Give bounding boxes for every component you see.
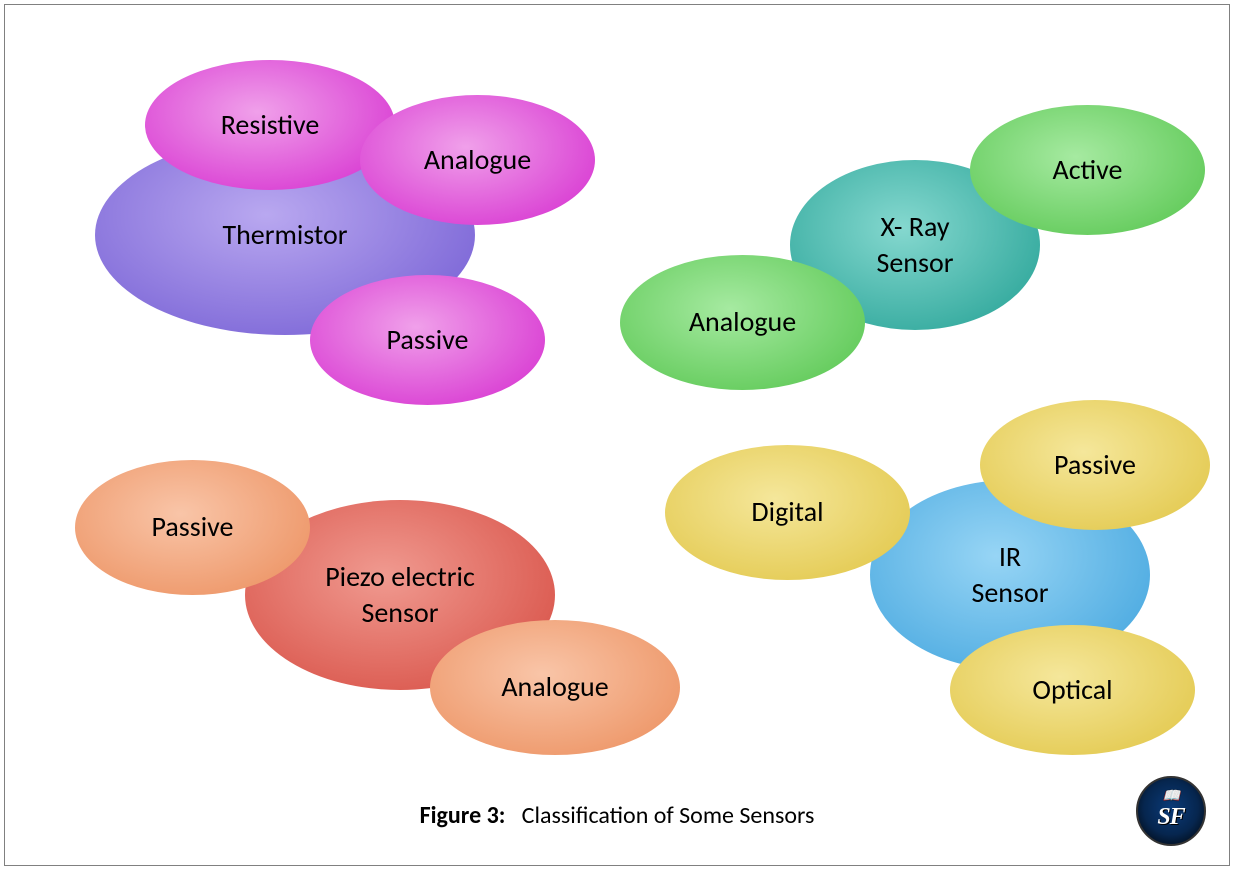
ellipse-label: Passive: [387, 322, 469, 358]
ellipse-label: Active: [1053, 152, 1123, 188]
ellipse-label: Analogue: [424, 142, 531, 178]
logo-text: SF: [1157, 804, 1184, 831]
sf-logo-icon: 📖 SF: [1136, 776, 1206, 846]
ellipse-label: Analogue: [689, 304, 796, 340]
figure-text: [511, 801, 522, 830]
ellipse-label: Thermistor: [222, 217, 347, 253]
figure-number: Figure 3:: [420, 801, 506, 830]
satellite-ellipse-passive: Passive: [75, 460, 310, 595]
diagram-canvas: Thermistor Resistive Analogue Passive X- Ray…: [0, 0, 1234, 870]
satellite-ellipse-optical: Optical: [950, 625, 1195, 755]
logo-book-icon: 📖: [1163, 788, 1179, 805]
satellite-ellipse-analogue: Analogue: [620, 255, 865, 390]
satellite-ellipse-resistive: Resistive: [145, 60, 395, 190]
ellipse-label: Passive: [1054, 447, 1136, 483]
ellipse-label: Digital: [751, 494, 823, 530]
ellipse-label: Passive: [152, 509, 234, 545]
ellipse-label: Optical: [1032, 672, 1112, 708]
ellipse-label: Resistive: [221, 107, 320, 143]
figure-caption: Figure 3: Classification of Some Sensors: [0, 801, 1234, 830]
satellite-ellipse-digital: Digital: [665, 445, 910, 580]
ellipse-label: Piezo electricSensor: [325, 559, 475, 632]
ellipse-label: IRSensor: [972, 539, 1049, 612]
ellipse-label: X- RaySensor: [877, 209, 954, 282]
satellite-ellipse-active: Active: [970, 105, 1205, 235]
satellite-ellipse-passive: Passive: [310, 275, 545, 405]
satellite-ellipse-analogue: Analogue: [430, 620, 680, 755]
ellipse-label: Analogue: [501, 669, 608, 705]
figure-title: Classification of Some Sensors: [522, 801, 815, 830]
satellite-ellipse-passive: Passive: [980, 400, 1210, 530]
satellite-ellipse-analogue: Analogue: [360, 95, 595, 225]
